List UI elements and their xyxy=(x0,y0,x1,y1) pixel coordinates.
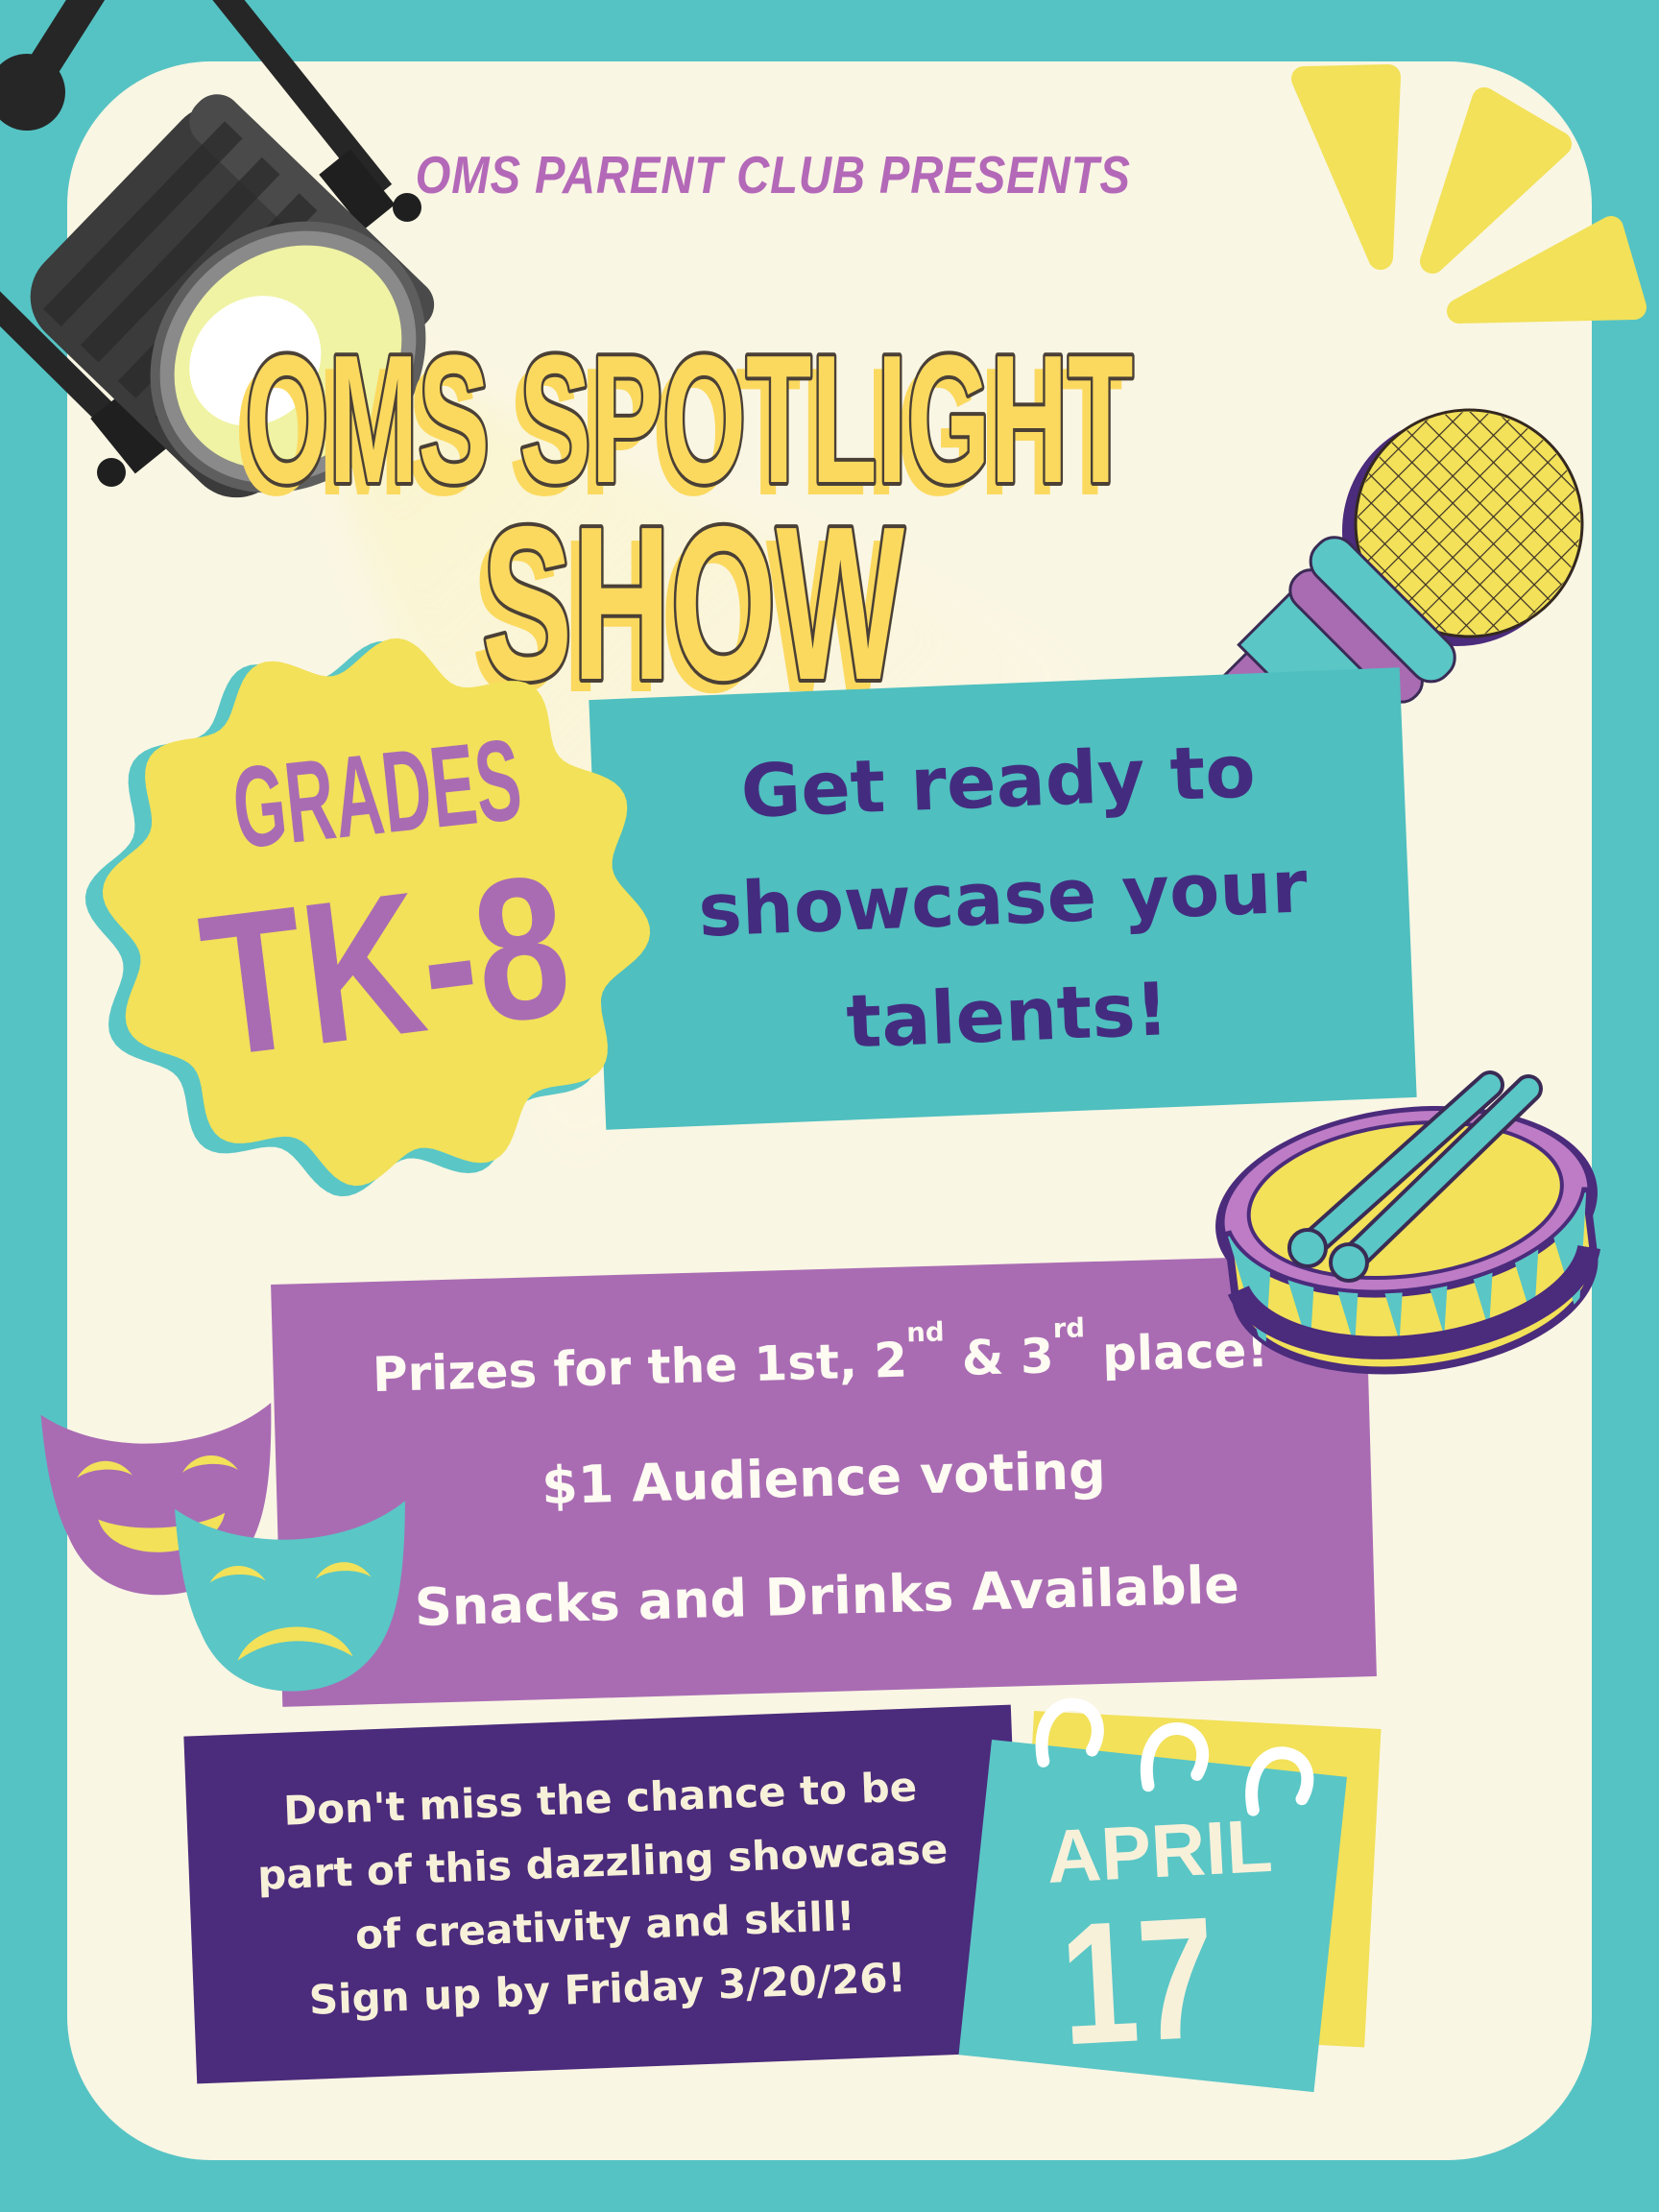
intro-panel: Get ready to showcase your talents! xyxy=(589,667,1417,1130)
snacks-line: Snacks and Drinks Available xyxy=(414,1553,1240,1638)
cta-text: Don't miss the chance to be part of this… xyxy=(256,1763,950,2024)
intro-text: Get ready to showcase your talents! xyxy=(696,728,1310,1065)
presents-header: OMS PARENT CLUB PRESENTS xyxy=(86,144,1459,205)
prizes-line: Prizes for the 1st, 2nd & 3rd place! xyxy=(372,1312,1269,1404)
prizes-panel: Prizes for the 1st, 2nd & 3rd place! $1 … xyxy=(271,1254,1377,1707)
presents-text: OMS PARENT CLUB PRESENTS xyxy=(415,145,1131,204)
cta-panel: Don't miss the chance to be part of this… xyxy=(183,1704,1024,2084)
voting-line: $1 Audience voting xyxy=(541,1439,1107,1517)
